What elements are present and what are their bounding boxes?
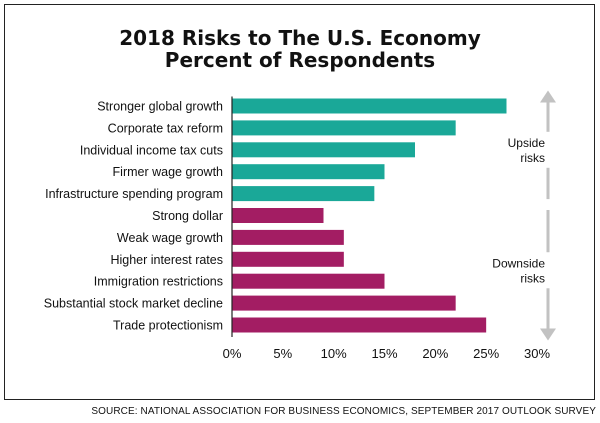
category-label: Higher interest rates: [110, 253, 223, 267]
bar-chart: Stronger global growth Corporate tax refo…: [44, 90, 556, 361]
x-tick-label: 0%: [223, 346, 242, 361]
bar: [232, 295, 456, 311]
bar: [232, 273, 385, 289]
category-label: Weak wage growth: [117, 231, 223, 245]
category-label: Immigration restrictions: [94, 275, 223, 289]
x-tick-label: 30%: [524, 346, 550, 361]
category-label: Infrastructure spending program: [45, 187, 223, 201]
x-tick-label: 25%: [473, 346, 499, 361]
category-label: Individual income tax cuts: [80, 143, 223, 157]
x-tick-label: 15%: [371, 346, 397, 361]
category-label: Trade protectionism: [113, 319, 223, 333]
bar: [232, 317, 487, 333]
arrow-head-up: [540, 90, 556, 103]
category-label: Corporate tax reform: [108, 121, 223, 135]
bar: [232, 98, 507, 114]
group-label: risks: [520, 271, 545, 285]
category-label: Firmer wage growth: [113, 165, 223, 179]
source-note: SOURCE: NATIONAL ASSOCIATION FOR BUSINES…: [91, 406, 596, 417]
chart-title: 2018 Risks to The U.S. Economy: [119, 26, 481, 50]
bar: [232, 251, 344, 267]
bar: [232, 120, 456, 136]
arrow-head-down: [540, 328, 556, 341]
x-tick-label: 20%: [422, 346, 448, 361]
group-label: Upside: [508, 136, 546, 150]
bar: [232, 186, 375, 202]
category-label: Strong dollar: [152, 209, 223, 223]
category-label: Stronger global growth: [97, 100, 223, 114]
group-label: risks: [520, 151, 545, 165]
chart-frame: [4, 4, 595, 400]
bar: [232, 229, 344, 245]
x-tick-label: 10%: [321, 346, 347, 361]
bar: [232, 164, 385, 180]
category-label: Substantial stock market decline: [44, 297, 223, 311]
group-label: Downside: [492, 256, 545, 270]
x-tick-label: 5%: [273, 346, 292, 361]
chart-subtitle: Percent of Respondents: [164, 48, 436, 72]
bar: [232, 142, 415, 158]
bar: [232, 208, 324, 223]
